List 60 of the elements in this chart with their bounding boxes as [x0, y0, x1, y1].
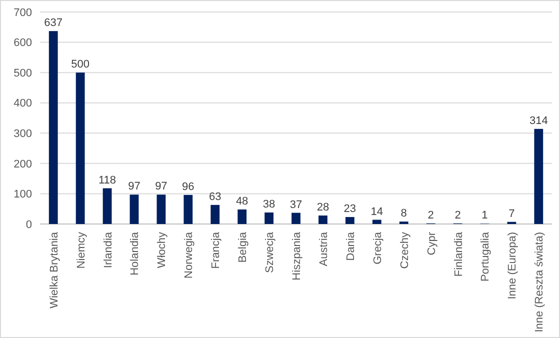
bar: [238, 209, 247, 224]
data-label: 14: [370, 206, 384, 218]
x-tick-label: Portugalia: [480, 231, 492, 282]
x-tick-label: Szwecja: [264, 231, 276, 273]
x-tick-label: Norwegia: [183, 231, 196, 278]
data-label: 1: [482, 210, 488, 222]
x-tick-label: Holandia: [129, 231, 142, 276]
x-tick-label: Inne (Europa): [506, 232, 519, 300]
data-label: 500: [71, 58, 90, 71]
bar: [534, 128, 544, 224]
x-tick-label: Dania: [344, 231, 357, 261]
x-tick-label: Hiszpania: [291, 231, 303, 280]
x-tick-label: Grecja: [372, 231, 384, 264]
data-label: 97: [128, 180, 140, 193]
data-label: 97: [155, 180, 168, 193]
data-label: 96: [182, 180, 194, 193]
x-tick-label: Francja: [210, 231, 222, 269]
y-tick-label: 700: [14, 6, 32, 19]
x-tick-label: Inne (Reszta świata): [534, 232, 546, 332]
data-label: 2: [428, 209, 434, 222]
bar: [318, 216, 328, 224]
y-tick-label: 500: [14, 67, 32, 80]
data-label: 637: [44, 17, 63, 30]
data-label: 7: [508, 208, 515, 220]
x-tick-label: Finlandia: [452, 231, 465, 277]
y-tick-label: 300: [14, 128, 32, 140]
y-tick-label: 200: [14, 158, 32, 170]
y-tick-label: 600: [14, 37, 32, 50]
data-label: 38: [262, 198, 276, 210]
x-tick-label: Czechy: [398, 232, 411, 269]
x-tick-label: Austria: [318, 231, 330, 266]
x-tick-label: Wielka Brytania: [48, 231, 60, 308]
bar: [292, 212, 300, 224]
bar: [210, 204, 220, 224]
x-tick-label: Belgia: [237, 231, 250, 263]
x-tick-label: Cypr: [426, 232, 438, 256]
data-label: 23: [344, 203, 356, 216]
bar: [48, 31, 58, 224]
y-tick-label: 100: [14, 188, 32, 201]
bar: [264, 212, 274, 224]
data-label: 8: [400, 208, 407, 220]
bar: [184, 194, 193, 224]
data-label: 314: [529, 114, 548, 127]
x-tick-label: Niemcy: [75, 232, 88, 269]
bar: [345, 217, 354, 224]
bar: [76, 72, 85, 224]
bar: [156, 194, 166, 224]
bar: [372, 220, 382, 224]
data-label: 37: [290, 198, 302, 211]
data-label: 118: [98, 174, 116, 186]
y-tick-label: 400: [14, 98, 32, 110]
y-tick-label: 0: [26, 218, 32, 231]
bar: [130, 194, 139, 224]
data-label: 63: [208, 190, 222, 203]
data-label: 2: [454, 209, 461, 222]
data-label: 48: [236, 195, 248, 208]
data-label: 28: [316, 202, 330, 214]
bar: [102, 188, 112, 224]
x-tick-label: Irlandia: [102, 231, 114, 268]
x-tick-label: Włochy: [156, 232, 168, 268]
